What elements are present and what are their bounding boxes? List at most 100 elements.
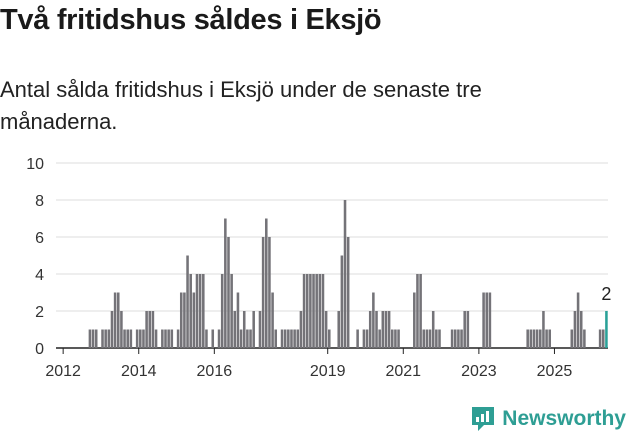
bar xyxy=(450,329,454,348)
bar xyxy=(419,274,422,348)
bar-chart: 0 2 4 6 8 10 2012 2014 2016 2019 2021 2023 2025 2 xyxy=(26,156,611,380)
bar xyxy=(252,311,255,348)
bar-latest xyxy=(605,311,608,348)
bar xyxy=(211,329,215,348)
bar xyxy=(224,218,227,348)
bar xyxy=(189,274,192,348)
bar xyxy=(573,311,577,348)
bar xyxy=(384,311,388,348)
bar xyxy=(167,329,170,348)
bar xyxy=(154,329,158,348)
x-tick-label: 2016 xyxy=(197,363,233,380)
bar xyxy=(378,329,381,348)
bar xyxy=(176,329,180,348)
bar xyxy=(274,329,278,348)
bar xyxy=(548,329,552,348)
bar xyxy=(526,329,529,348)
bar xyxy=(413,292,416,348)
bar xyxy=(88,329,92,348)
bar xyxy=(299,311,303,348)
bar xyxy=(318,274,322,348)
bar xyxy=(570,329,574,348)
bar xyxy=(576,292,580,348)
bar xyxy=(91,329,95,348)
bar xyxy=(151,311,155,348)
x-tick-label: 2023 xyxy=(461,363,497,380)
x-tick-label: 2014 xyxy=(121,363,157,380)
bar xyxy=(107,329,111,348)
bar xyxy=(328,329,331,348)
bar xyxy=(145,311,148,348)
bar xyxy=(148,311,152,348)
bar xyxy=(217,329,221,348)
x-axis-labels: 2012 2014 2016 2019 2021 2023 2025 xyxy=(45,348,572,380)
bar xyxy=(529,329,533,348)
latest-value-label: 2 xyxy=(601,284,611,304)
y-tick-label: 0 xyxy=(35,341,44,358)
bar xyxy=(466,311,470,348)
bar xyxy=(198,274,202,348)
bar xyxy=(460,329,463,348)
bar xyxy=(116,292,120,348)
bar xyxy=(463,311,466,348)
bar xyxy=(120,311,123,348)
bar xyxy=(123,329,126,348)
bar xyxy=(233,311,237,348)
bar xyxy=(394,329,397,348)
bar xyxy=(390,329,394,348)
bar xyxy=(346,237,350,348)
bar xyxy=(321,274,325,348)
bar xyxy=(139,329,142,348)
bar xyxy=(280,329,284,348)
x-tick-label: 2019 xyxy=(310,363,346,380)
bar xyxy=(227,237,230,348)
bar xyxy=(488,292,492,348)
bar xyxy=(290,329,293,348)
bar xyxy=(435,329,438,348)
bar xyxy=(135,329,139,348)
bar xyxy=(425,329,429,348)
bar xyxy=(315,274,318,348)
bar xyxy=(579,311,583,348)
bar xyxy=(205,329,208,348)
brand-name: Newsworthy xyxy=(502,407,626,430)
bar xyxy=(129,329,133,348)
bar xyxy=(239,329,243,348)
x-tick-label: 2021 xyxy=(385,363,421,380)
bar xyxy=(220,274,224,348)
bar xyxy=(428,329,432,348)
bar xyxy=(265,218,268,348)
bar xyxy=(457,329,460,348)
bar xyxy=(375,311,378,348)
bar xyxy=(535,329,539,348)
bar xyxy=(170,329,174,348)
newsworthy-logo-icon xyxy=(472,407,495,431)
bar xyxy=(362,329,366,348)
bar xyxy=(453,329,457,348)
bar xyxy=(101,329,104,348)
brand-logo: Newsworthy xyxy=(470,405,626,433)
bar xyxy=(230,274,233,348)
bar xyxy=(126,329,129,348)
bar xyxy=(242,311,246,348)
bar xyxy=(602,329,605,348)
x-tick-label: 2012 xyxy=(45,363,81,380)
bar xyxy=(94,329,98,348)
bar xyxy=(287,329,290,348)
bar xyxy=(545,329,548,348)
bar xyxy=(542,311,545,348)
bar xyxy=(179,292,183,348)
bar xyxy=(104,329,107,348)
bar xyxy=(246,329,249,348)
bar xyxy=(183,292,186,348)
bar xyxy=(296,329,300,348)
bar xyxy=(164,329,167,348)
bar xyxy=(485,292,489,348)
bar xyxy=(356,329,359,348)
chart-subtitle: Antal sålda fritidshus i Eksjö under de … xyxy=(0,77,482,134)
bar xyxy=(365,329,369,348)
y-tick-label: 6 xyxy=(35,230,44,247)
bar xyxy=(236,292,240,348)
bar xyxy=(261,237,265,348)
bar xyxy=(324,311,328,348)
